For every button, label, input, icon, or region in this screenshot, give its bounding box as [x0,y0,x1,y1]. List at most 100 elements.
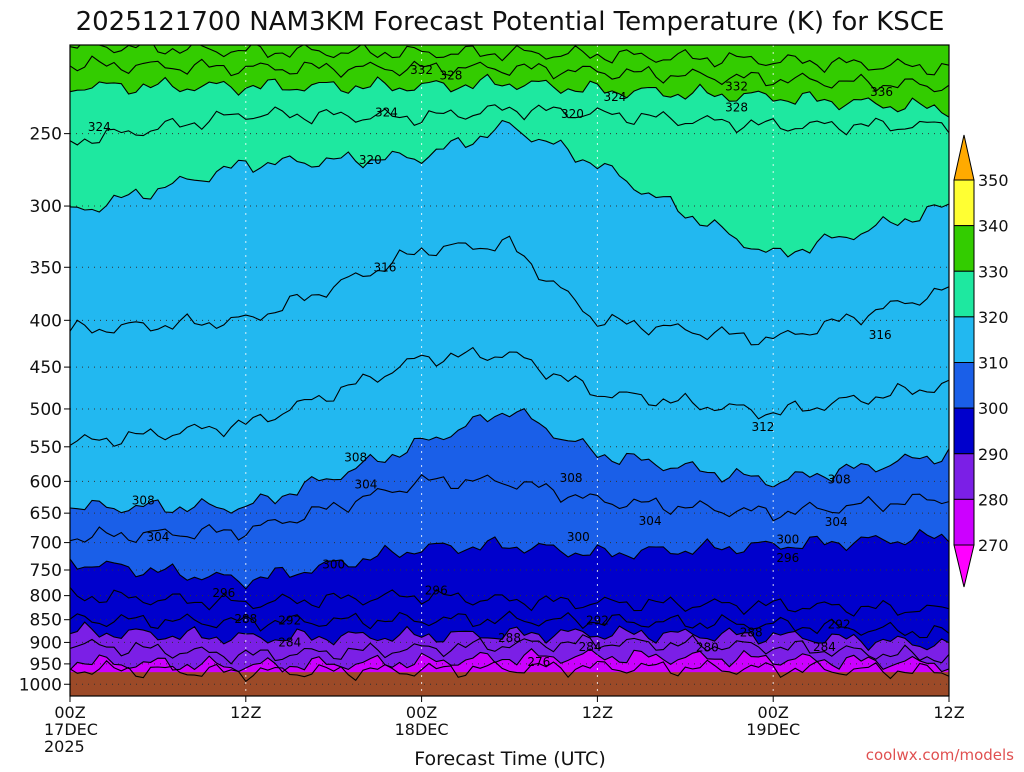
contour-label-324: 324 [375,105,398,119]
colorbar-label: 310 [978,354,1009,373]
colorbar-swatch [953,316,975,363]
y-tick-label: 800 [30,587,62,607]
isotherm-276 [70,659,949,683]
contour-label-292: 292 [828,617,851,631]
contour-label-308: 308 [132,494,155,508]
x-tick-label: 18DEC [395,720,449,739]
contour-label-300: 300 [322,558,345,572]
isotherm-280 [70,648,949,673]
contour-labels: 332 328 324 324 324 320 320 332 328 336 316 316 312 3… [88,63,893,669]
contour-label-284: 284 [579,640,602,654]
contour-label-304: 304 [639,514,662,528]
colorbar-label: 290 [978,445,1009,464]
contour-label-324: 324 [88,120,111,134]
contour-label-316: 316 [869,328,892,342]
x-tick-label: 19DEC [746,720,800,739]
contour-label-284: 284 [278,635,301,649]
isotherm-328 [70,73,949,118]
y-tick-label: 950 [30,655,62,675]
isotherm-lines [70,45,949,683]
y-tick-label: 700 [30,534,62,554]
contour-label-324: 324 [604,90,627,104]
contour-label-284: 284 [813,640,836,654]
contour-label-300: 300 [776,533,799,547]
contour-label-332: 332 [725,79,748,93]
contour-label-312: 312 [751,420,774,434]
contour-label-308: 308 [344,450,367,464]
colorbar-swatch [953,270,975,318]
isotherm-284 [70,634,949,665]
y-tick-label: 900 [30,633,62,653]
contour-label-292: 292 [586,614,609,628]
x-tick-label: 12Z [582,703,613,722]
y-tick-label: 600 [30,472,62,492]
contour-label-292: 292 [278,614,301,628]
contour-label-276: 276 [527,655,550,669]
contour-label-296: 296 [425,584,448,598]
y-tick-label: 400 [30,311,62,331]
contour-label-288: 288 [234,612,257,626]
contour-label-288: 288 [498,631,521,645]
colorbar-label: 280 [978,490,1009,509]
x-tick-label: 17DEC [44,720,98,739]
plot-frame [69,44,950,697]
x-tick-label: 12Z [933,703,964,722]
chart-title: 2025121700 NAM3KM Forecast Potential Tem… [76,7,945,37]
contour-label-308: 308 [560,471,583,485]
x-tick-label: 00Z [758,703,789,722]
x-tick-label: 12Z [230,703,261,722]
contour-label-296: 296 [776,551,799,565]
colorbar-label: 330 [978,262,1009,281]
credit-link[interactable]: coolwx.com/models [866,746,1014,764]
isotherm-296 [70,587,949,617]
colorbar-swatch [953,225,975,272]
y-tick-label: 850 [30,611,62,631]
y-tick-label: 500 [30,400,62,420]
x-tick-label: 2025 [44,737,85,756]
color-fill-layer [70,45,949,696]
contour-label-332: 332 [410,63,433,77]
y-tick-label: 550 [30,438,62,458]
isotherm-312 [70,346,949,447]
colorbar-label: 340 [978,217,1009,236]
x-tick-label: 00Z [54,703,85,722]
y-tick-label: 350 [30,258,62,278]
colorbar-label: 300 [978,399,1009,418]
contour-label-304: 304 [146,530,169,544]
contour-label-320: 320 [359,153,382,167]
colorbar-swatch [953,407,975,455]
y-tick-label: 450 [30,358,62,378]
contour-label-300: 300 [567,530,590,544]
colorbar-swatch [953,362,975,409]
isotherm-292 [70,610,949,639]
colorbar-legend: 350 340 330 320 310 300 290 280 270 [953,134,1009,588]
y-tick-label: 650 [30,504,62,524]
y-axis: 2503003504004505005506006507007508008509… [19,125,70,695]
contour-label-316: 316 [374,260,397,274]
x-tick-label: 00Z [406,703,437,722]
isotherm-320 [70,119,949,258]
contour-label-328: 328 [439,69,462,83]
y-tick-label: 1000 [19,675,62,695]
isotherm-300 [70,528,949,590]
colorbar-label: 350 [978,171,1009,190]
contour-label-280: 280 [696,641,719,655]
colorbar-swatch [953,498,975,546]
contour-label-320: 320 [561,107,584,121]
contour-label-336: 336 [870,85,893,99]
isotherm-304 [70,474,949,544]
contour-label-304: 304 [825,515,848,529]
colorbar-label: 320 [978,308,1009,327]
colorbar-swatch [953,179,975,227]
y-tick-label: 300 [30,197,62,217]
isotherm-332 [70,55,949,93]
grid-lines [70,45,949,696]
contour-label-328: 328 [725,100,748,114]
contour-label-288: 288 [740,626,763,640]
colorbar-label: 270 [978,536,1009,555]
isotherm-324 [70,104,949,146]
colorbar-arrow-bottom [953,544,975,588]
